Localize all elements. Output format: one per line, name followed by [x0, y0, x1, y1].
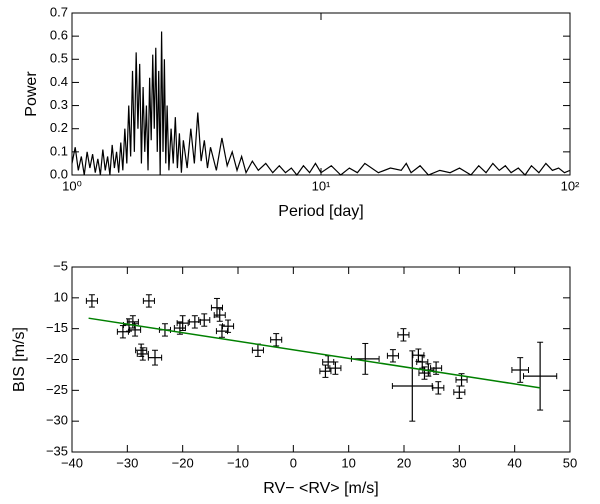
x-tick-label: 0 — [290, 455, 297, 470]
y-tick-label: 0.2 — [50, 120, 68, 135]
x-axis-label: RV− <RV> [m/s] — [263, 480, 378, 497]
x-tick-label: 10⁰ — [62, 178, 82, 193]
y-axis-label: BIS [m/s] — [11, 327, 28, 392]
y-tick-label: 0.5 — [50, 51, 68, 66]
x-axis-label: Period [day] — [278, 203, 363, 220]
x-tick-label: 40 — [507, 455, 521, 470]
x-tick-label: 10² — [561, 178, 580, 193]
y-tick-label: −25 — [46, 382, 68, 397]
y-tick-label: 0.3 — [50, 97, 68, 112]
y-tick-label: 10 — [54, 289, 68, 304]
y-tick-label: −5 — [53, 258, 68, 273]
x-tick-label: 10 — [341, 455, 355, 470]
x-tick-label: 10¹ — [312, 178, 331, 193]
y-tick-label: 0.1 — [50, 143, 68, 158]
y-tick-label: 0.0 — [50, 166, 68, 181]
fit-line — [88, 317, 541, 389]
plot-frame — [71, 12, 571, 176]
x-tick-label: −20 — [172, 455, 194, 470]
y-tick-label: 0.4 — [50, 74, 68, 89]
y-tick-label: 0.7 — [50, 4, 68, 19]
x-tick-label: −10 — [227, 455, 249, 470]
y-tick-label: −30 — [46, 413, 68, 428]
power-line — [71, 31, 571, 176]
x-tick-label: 30 — [452, 455, 466, 470]
x-tick-label: 20 — [397, 455, 411, 470]
x-tick-label: −40 — [61, 455, 83, 470]
x-tick-label: −30 — [116, 455, 138, 470]
y-tick-label: −35 — [46, 443, 68, 458]
y-tick-label: 0.6 — [50, 28, 68, 43]
y-axis-label: Power — [23, 71, 40, 117]
x-tick-label: 50 — [563, 455, 577, 470]
y-tick-label: −15 — [46, 320, 68, 335]
y-tick-label: −20 — [46, 351, 68, 366]
